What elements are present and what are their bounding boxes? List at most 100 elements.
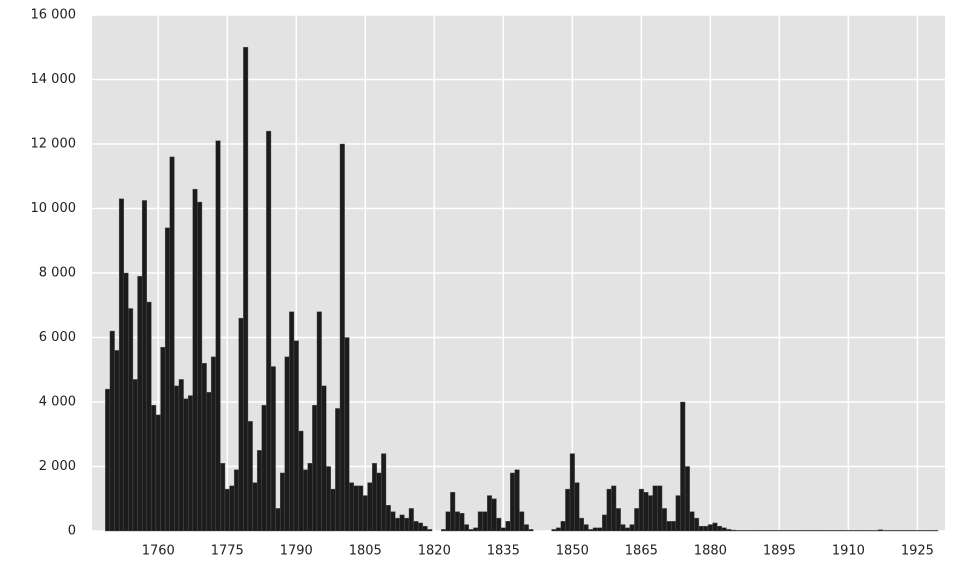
bar (924, 530, 930, 532)
bar (726, 529, 732, 532)
bar (638, 488, 644, 532)
bar (118, 198, 124, 532)
bar (160, 346, 166, 532)
bar (468, 529, 474, 532)
bar (675, 495, 681, 532)
bar (183, 398, 189, 532)
bar (505, 521, 511, 532)
bar (855, 530, 861, 532)
bar (335, 408, 341, 532)
bar (528, 529, 534, 532)
bar (362, 495, 368, 532)
bar (201, 363, 207, 532)
bar (114, 350, 120, 532)
x-tick-label: 1850 (556, 544, 589, 559)
bar (316, 311, 322, 532)
bar (197, 201, 203, 532)
bar (661, 508, 667, 532)
bar (270, 366, 276, 532)
bar (128, 308, 134, 532)
bar (477, 511, 483, 532)
bar (707, 524, 713, 532)
bar (689, 511, 695, 532)
bar (284, 356, 290, 532)
bar (376, 472, 382, 532)
bar (684, 466, 690, 532)
bar (450, 492, 456, 532)
x-tick-label: 1925 (901, 544, 934, 559)
bar (634, 508, 640, 532)
bar (914, 530, 920, 532)
bar (845, 530, 851, 532)
bar (399, 514, 405, 532)
bar (151, 405, 157, 532)
bar (579, 517, 585, 532)
bar (169, 156, 175, 532)
bar (514, 469, 520, 532)
bar (763, 530, 769, 532)
bar (786, 530, 792, 532)
bar (220, 463, 226, 532)
bar (652, 485, 658, 532)
x-tick-label: 1775 (211, 544, 244, 559)
bar (491, 498, 497, 532)
y-tick-label: 4 000 (39, 395, 76, 410)
bar (648, 495, 654, 532)
bar (404, 517, 410, 532)
bar (657, 485, 663, 532)
bar (643, 492, 649, 532)
bar (560, 521, 566, 532)
bar (928, 530, 934, 532)
bar (279, 472, 285, 532)
bar (735, 530, 741, 532)
bar (588, 529, 594, 532)
bar (905, 530, 911, 532)
bar (137, 276, 143, 532)
bar (795, 530, 801, 532)
bar (891, 530, 897, 532)
bar (367, 482, 373, 532)
bar (878, 529, 884, 532)
bar (569, 453, 575, 532)
bar (804, 530, 810, 532)
bar (717, 525, 723, 532)
bar (459, 513, 465, 532)
bar (510, 472, 516, 532)
bar (247, 421, 253, 532)
bar (381, 453, 387, 532)
bar (556, 527, 562, 532)
bar (611, 485, 617, 532)
bar (712, 522, 718, 532)
bar (694, 517, 700, 532)
bar (868, 530, 874, 532)
bar (602, 514, 608, 532)
bar (730, 529, 736, 532)
bar (698, 525, 704, 532)
bar (859, 530, 865, 532)
bar (394, 517, 400, 532)
bar (464, 524, 470, 532)
bar (256, 450, 262, 532)
bar (348, 482, 354, 532)
bar (781, 530, 787, 532)
bar (385, 505, 391, 532)
bar (224, 488, 230, 532)
x-tick-label: 1895 (763, 544, 796, 559)
bar (206, 392, 212, 532)
bar (933, 530, 939, 532)
bar (666, 521, 672, 532)
bar (496, 517, 502, 532)
y-tick-label: 16 000 (31, 8, 77, 23)
bar (790, 530, 796, 532)
bar (187, 395, 193, 532)
bar (243, 47, 249, 532)
bar (358, 485, 364, 532)
bar (293, 340, 299, 532)
bar (519, 511, 525, 532)
bar (523, 524, 529, 532)
bar (606, 488, 612, 532)
bar (174, 385, 180, 532)
bar (132, 379, 138, 532)
bar (680, 401, 686, 532)
